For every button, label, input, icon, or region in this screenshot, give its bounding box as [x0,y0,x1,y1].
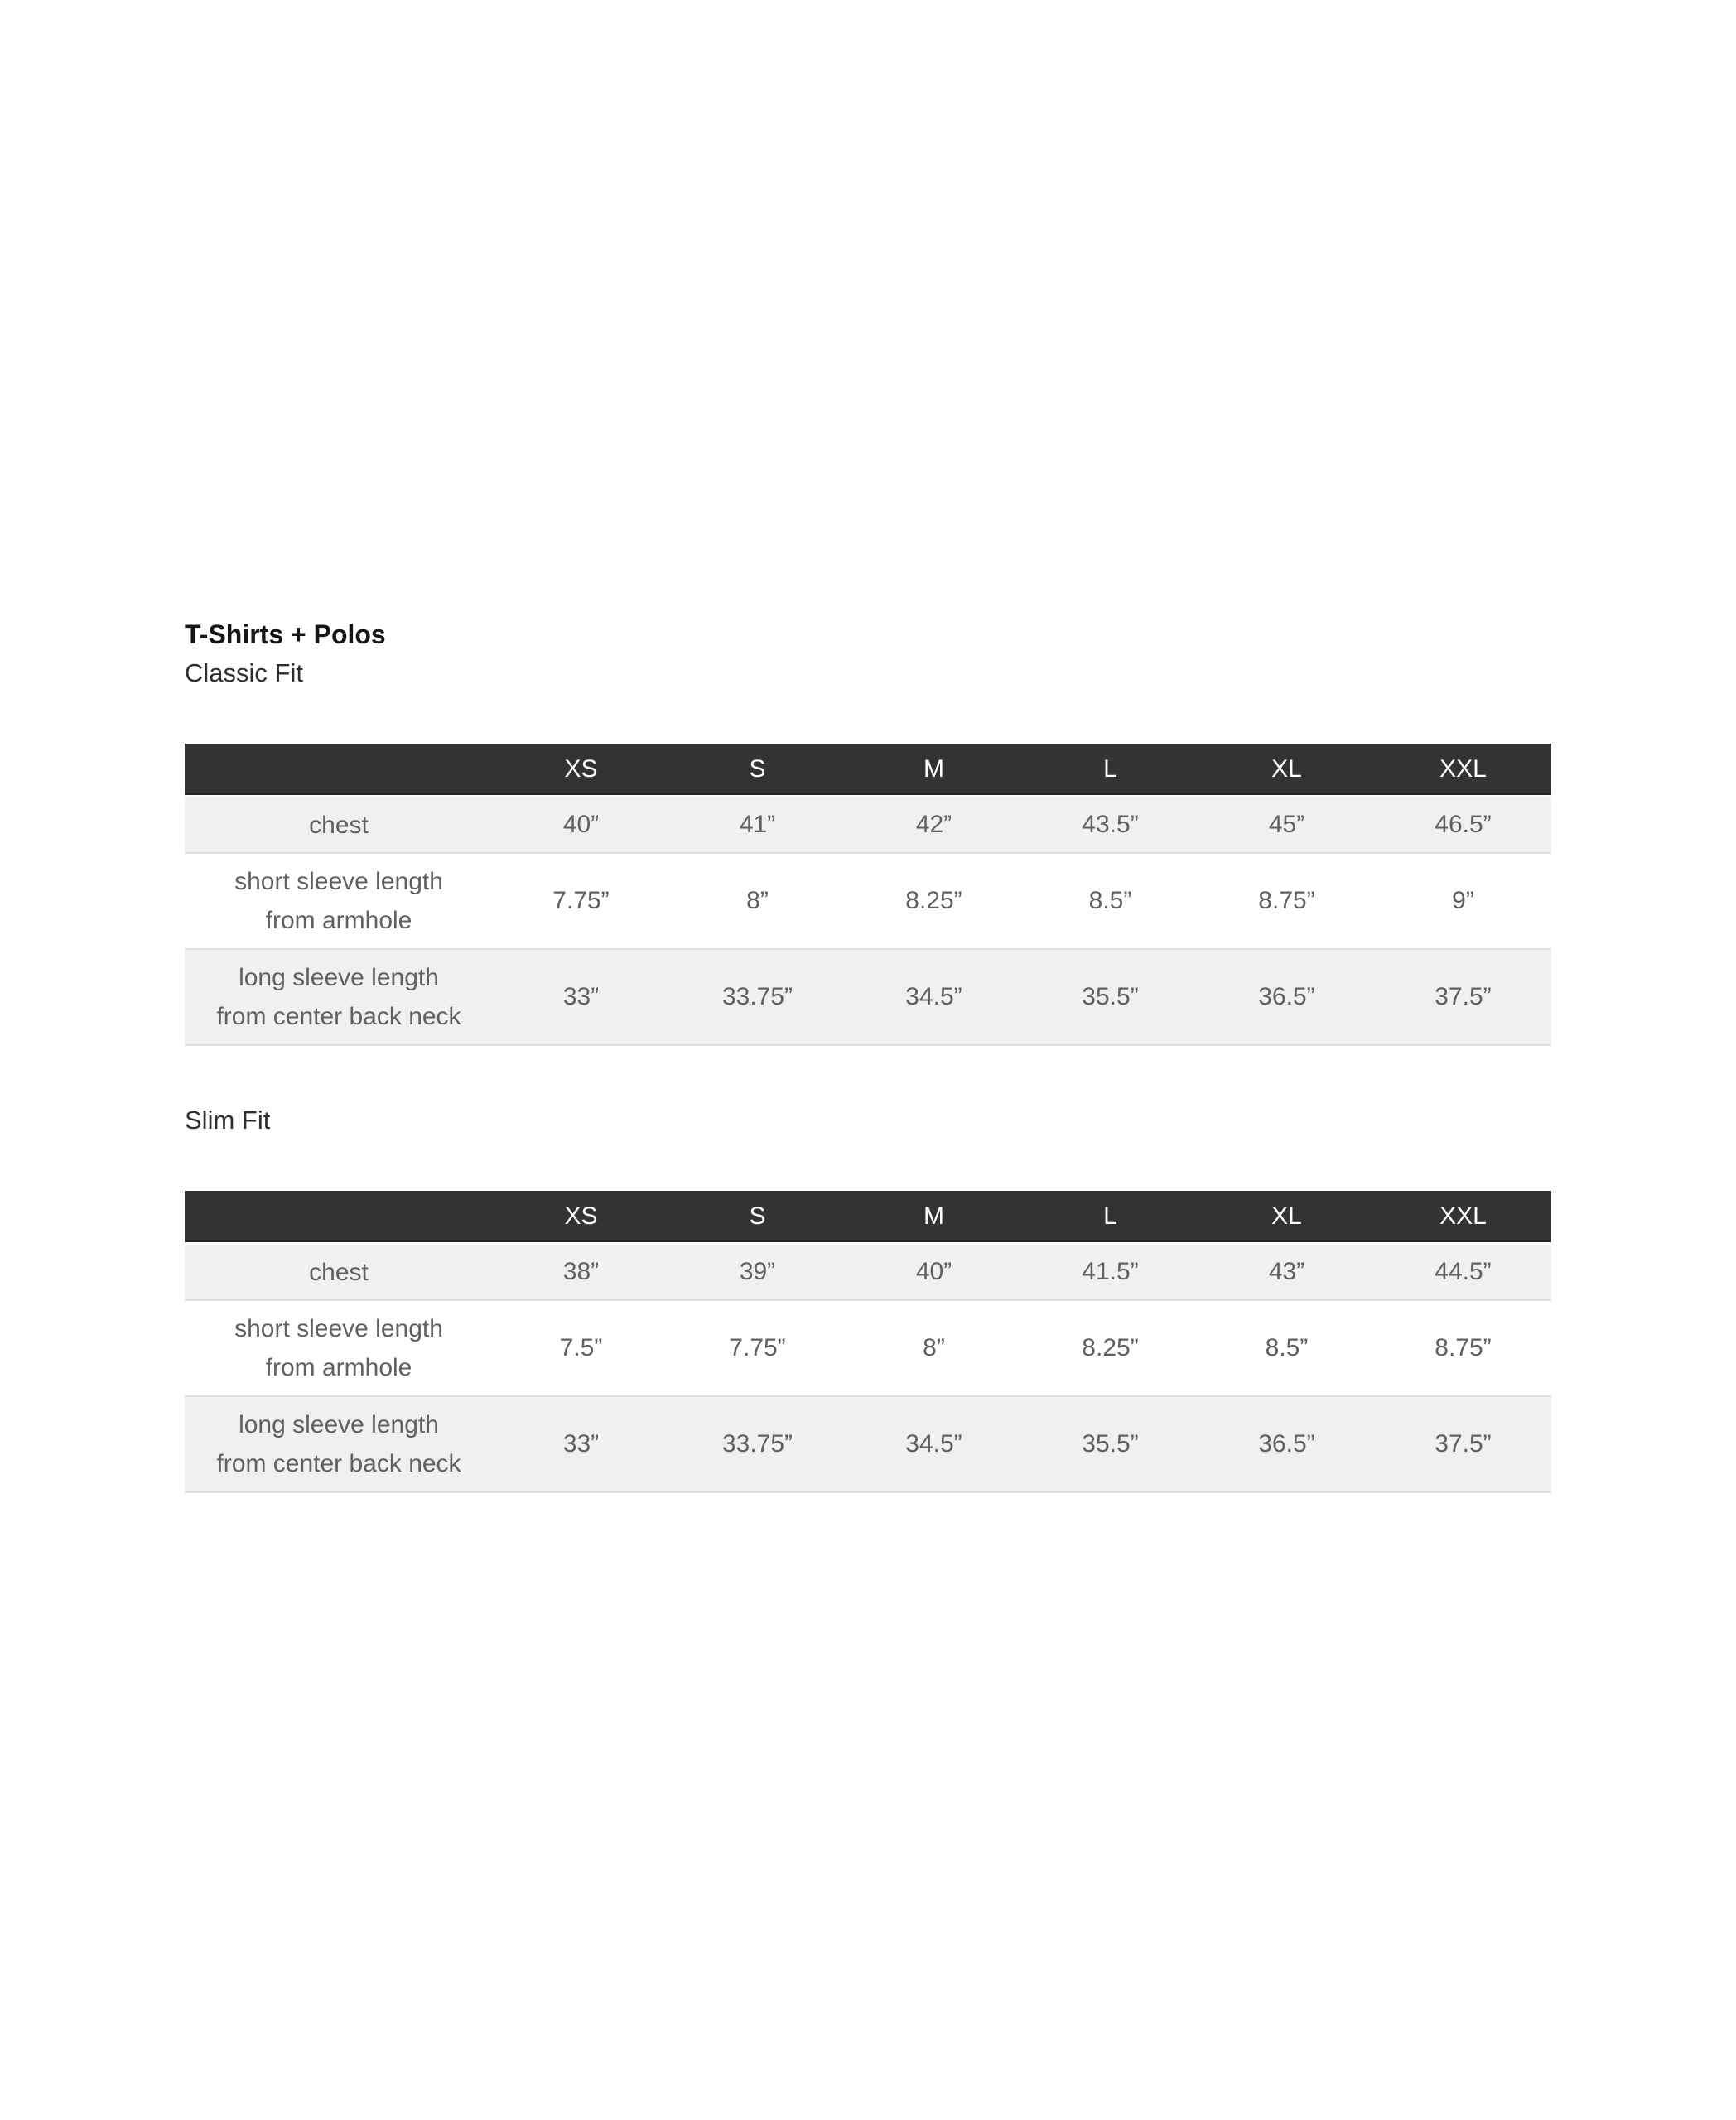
size-header-cell: XL [1198,744,1375,797]
section-classic-fit: Classic Fit XS S M L XL XXL chest [185,660,1551,1046]
size-header-cell: L [1022,1191,1198,1245]
size-header-cell: M [846,744,1022,797]
size-header-cell: S [669,744,846,797]
page-title: T-Shirts + Polos [185,619,386,649]
measurement-label-cell: chest [185,797,493,854]
measurement-value-cell: 46.5” [1375,797,1551,854]
size-header-empty-cell [185,1191,493,1245]
measurement-value-cell: 36.5” [1198,1397,1375,1493]
measurement-value-cell: 8.75” [1375,1301,1551,1397]
measurement-value-cell: 7.75” [493,854,669,950]
measurement-label-cell: chest [185,1245,493,1301]
size-header-row: XS S M L XL XXL [185,1191,1551,1245]
section-slim-fit: Slim Fit XS S M L XL XXL chest 3 [185,1107,1551,1493]
measurement-value-cell: 35.5” [1022,950,1198,1046]
size-table-slim-fit: XS S M L XL XXL chest 38” 39” 40” 41.5” … [185,1191,1551,1493]
measurement-value-cell: 45” [1198,797,1375,854]
measurement-value-cell: 9” [1375,854,1551,950]
measurement-value-cell: 33.75” [669,950,846,1046]
measurement-label-cell: long sleeve length from center back neck [185,950,493,1046]
measurement-value-cell: 40” [493,797,669,854]
table-row-long-sleeve: long sleeve length from center back neck… [185,950,1551,1046]
measurement-value-cell: 7.5” [493,1301,669,1397]
measurement-label-cell: short sleeve length from armhole [185,854,493,950]
measurement-value-cell: 8” [846,1301,1022,1397]
measurement-value-cell: 42” [846,797,1022,854]
measurement-value-cell: 34.5” [846,1397,1022,1493]
measurement-label-cell: short sleeve length from armhole [185,1301,493,1397]
table-row-short-sleeve: short sleeve length from armhole 7.75” 8… [185,854,1551,950]
measurement-value-cell: 44.5” [1375,1245,1551,1301]
measurement-value-cell: 34.5” [846,950,1022,1046]
table-row-long-sleeve: long sleeve length from center back neck… [185,1397,1551,1493]
measurement-value-cell: 41” [669,797,846,854]
measurement-value-cell: 43.5” [1022,797,1198,854]
size-header-cell: L [1022,744,1198,797]
measurement-value-cell: 37.5” [1375,1397,1551,1493]
size-header-row: XS S M L XL XXL [185,744,1551,797]
measurement-value-cell: 41.5” [1022,1245,1198,1301]
measurement-value-cell: 38” [493,1245,669,1301]
measurement-value-cell: 33.75” [669,1397,846,1493]
size-table-classic-fit: XS S M L XL XXL chest 40” 41” 42” 43.5” … [185,744,1551,1046]
measurement-value-cell: 8.25” [846,854,1022,950]
measurement-value-cell: 33” [493,1397,669,1493]
measurement-value-cell: 40” [846,1245,1022,1301]
measurement-value-cell: 7.75” [669,1301,846,1397]
measurement-value-cell: 43” [1198,1245,1375,1301]
measurement-value-cell: 36.5” [1198,950,1375,1046]
size-header-cell: M [846,1191,1022,1245]
measurement-value-cell: 8.75” [1198,854,1375,950]
size-header-cell: S [669,1191,846,1245]
measurement-value-cell: 8.25” [1022,1301,1198,1397]
measurement-label-cell: long sleeve length from center back neck [185,1397,493,1493]
measurement-value-cell: 8.5” [1198,1301,1375,1397]
fit-label-slim: Slim Fit [185,1106,271,1135]
table-row-chest: chest 38” 39” 40” 41.5” 43” 44.5” [185,1245,1551,1301]
size-header-cell: XS [493,1191,669,1245]
table-row-chest: chest 40” 41” 42” 43.5” 45” 46.5” [185,797,1551,854]
size-header-cell: XL [1198,1191,1375,1245]
size-chart-content: T-Shirts + Polos Classic Fit XS S M L XL… [185,621,1551,1493]
table-row-short-sleeve: short sleeve length from armhole 7.5” 7.… [185,1301,1551,1397]
measurement-value-cell: 8” [669,854,846,950]
size-header-empty-cell [185,744,493,797]
measurement-value-cell: 33” [493,950,669,1046]
measurement-value-cell: 39” [669,1245,846,1301]
size-header-cell: XS [493,744,669,797]
measurement-value-cell: 37.5” [1375,950,1551,1046]
measurement-value-cell: 8.5” [1022,854,1198,950]
fit-label-classic: Classic Fit [185,658,303,687]
measurement-value-cell: 35.5” [1022,1397,1198,1493]
size-header-cell: XXL [1375,1191,1551,1245]
size-header-cell: XXL [1375,744,1551,797]
